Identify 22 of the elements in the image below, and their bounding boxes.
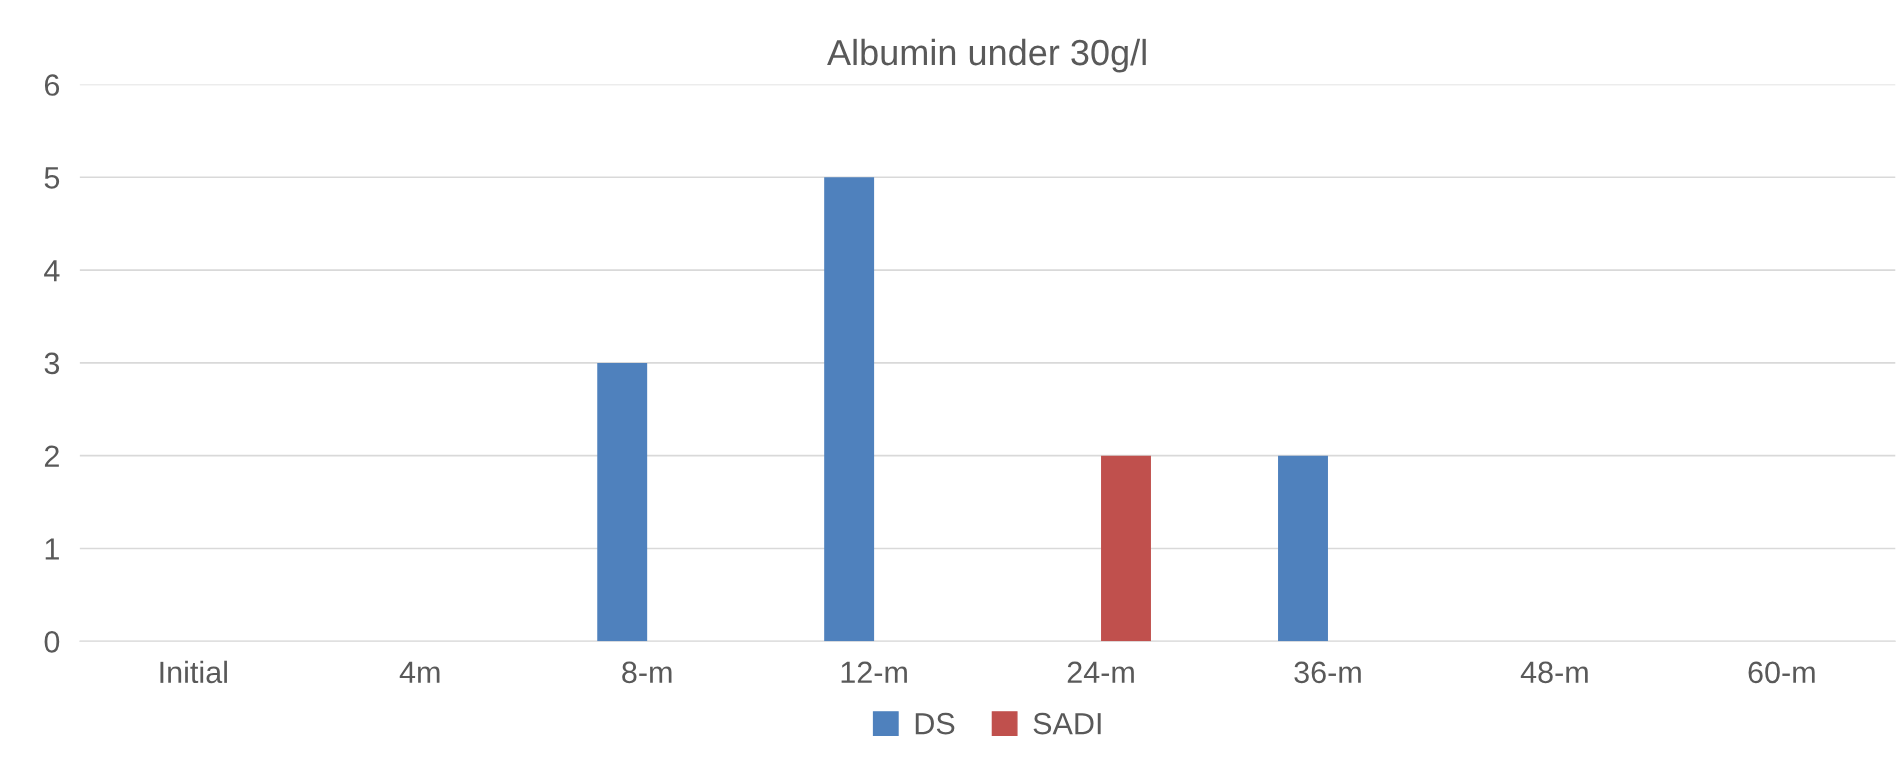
x-tick-label: 4m — [399, 661, 440, 683]
x-tick-label: 48-m — [1520, 661, 1588, 684]
x-tick-label: 12-m — [841, 661, 907, 683]
bar — [1101, 455, 1151, 642]
x-tick-label: 8-m — [622, 661, 672, 684]
y-tick-label: 0 — [44, 631, 60, 653]
legend-label: DS — [915, 712, 955, 735]
y-tick-label: 5 — [44, 167, 60, 189]
y-tick-label: 2 — [44, 445, 59, 467]
y-tick-label: 1 — [45, 538, 59, 560]
chart-title: Albumin under 30g/l — [827, 38, 1146, 73]
x-tick-label: 60-m — [1748, 661, 1815, 684]
y-tick-label: 6 — [44, 74, 60, 96]
legend-label: SADI — [1033, 712, 1101, 735]
y-tick-label: 4 — [44, 260, 60, 282]
bar — [1278, 455, 1328, 642]
y-tick-label: 3 — [44, 352, 60, 375]
x-tick-label: 36-m — [1294, 661, 1361, 684]
bar — [597, 362, 648, 642]
bar — [824, 177, 875, 642]
x-tick-label: Initial — [160, 660, 227, 684]
x-tick-label: 24-m — [1067, 661, 1134, 683]
